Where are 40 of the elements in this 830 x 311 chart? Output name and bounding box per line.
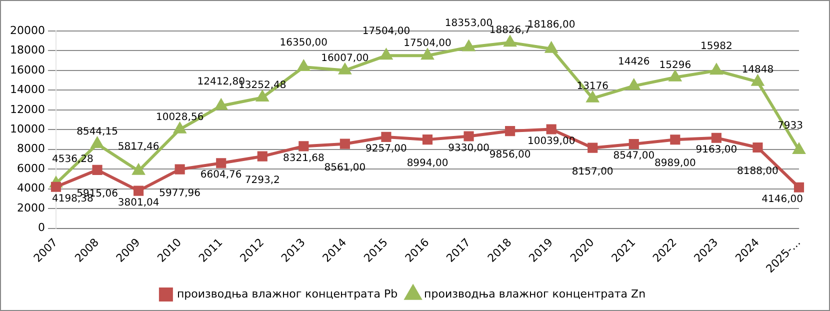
data-label: 16350,00 bbox=[280, 38, 328, 49]
data-label: 17504,00 bbox=[404, 38, 452, 50]
data-label: 9163,00 bbox=[696, 144, 738, 156]
legend-label: производња влажног концентрата Pb bbox=[176, 287, 398, 300]
y-tick-label: 8000 bbox=[16, 142, 45, 156]
y-tick-label: 18000 bbox=[10, 44, 45, 57]
data-label: 9330,00 bbox=[448, 142, 490, 154]
data-label: 4146,00 bbox=[762, 194, 803, 205]
data-label: 9257,00 bbox=[366, 144, 407, 155]
data-label: 5977,96 bbox=[159, 188, 201, 199]
y-tick-label: 6000 bbox=[16, 162, 45, 175]
y-tick-label: 4000 bbox=[16, 182, 45, 195]
data-label: 9856,00 bbox=[489, 150, 531, 161]
data-label: 10039,00 bbox=[527, 136, 576, 147]
data-label: 8188,00 bbox=[737, 166, 778, 178]
data-label: 8544,15 bbox=[76, 126, 118, 138]
y-tick-label: 20000 bbox=[10, 24, 45, 37]
data-label: 8561,00 bbox=[324, 162, 366, 174]
data-label: 8321,68 bbox=[282, 152, 324, 164]
data-label: 14848 bbox=[742, 64, 774, 76]
y-tick-label: 0 bbox=[38, 221, 45, 234]
data-label: 8994,00 bbox=[406, 158, 448, 170]
data-label: 3801,04 bbox=[118, 197, 160, 208]
data-label: 7293,2 bbox=[244, 174, 280, 186]
data-label: 8547,00 bbox=[613, 150, 655, 162]
y-tick-label: 16000 bbox=[10, 63, 45, 76]
data-label: 6604,76 bbox=[200, 170, 242, 181]
data-label: 8157,00 bbox=[572, 166, 614, 178]
y-tick-label: 12000 bbox=[10, 102, 45, 116]
data-label: 5817,46 bbox=[118, 141, 160, 152]
data-label: 15296 bbox=[659, 60, 692, 71]
data-label: 15982 bbox=[700, 41, 732, 52]
data-label: 16007,00 bbox=[321, 52, 369, 64]
data-label: 14426 bbox=[618, 56, 650, 68]
y-tick-label: 14000 bbox=[10, 83, 45, 96]
legend-label: производња влажног концентрата Zn bbox=[424, 287, 646, 300]
y-tick-label: 2000 bbox=[16, 201, 45, 214]
data-label: 8989,00 bbox=[654, 158, 696, 170]
y-tick-label: 10000 bbox=[10, 122, 45, 136]
data-label: 17504,00 bbox=[362, 26, 410, 38]
